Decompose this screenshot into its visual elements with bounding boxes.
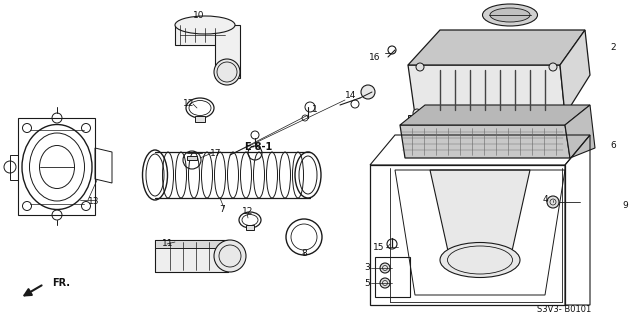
Circle shape <box>416 63 424 71</box>
Polygon shape <box>430 170 530 260</box>
Text: 13: 13 <box>88 197 99 206</box>
Ellipse shape <box>490 8 530 22</box>
Text: E-8-1: E-8-1 <box>244 142 272 152</box>
Circle shape <box>214 59 240 85</box>
Polygon shape <box>560 30 590 115</box>
Circle shape <box>361 85 375 99</box>
Polygon shape <box>400 105 590 125</box>
Polygon shape <box>215 25 240 78</box>
Circle shape <box>554 109 562 117</box>
Circle shape <box>214 240 246 272</box>
Text: 6: 6 <box>610 140 616 150</box>
Text: 14: 14 <box>346 91 356 100</box>
Text: 12: 12 <box>243 207 253 217</box>
Polygon shape <box>400 125 570 158</box>
Text: 4: 4 <box>542 196 548 204</box>
Text: 11: 11 <box>162 240 173 249</box>
Ellipse shape <box>175 16 235 34</box>
Text: 9: 9 <box>622 201 628 210</box>
Polygon shape <box>408 30 585 65</box>
Text: 10: 10 <box>193 11 205 19</box>
Bar <box>246 225 254 230</box>
Text: 3: 3 <box>364 263 370 272</box>
Ellipse shape <box>483 4 538 26</box>
Text: FR.: FR. <box>52 278 70 288</box>
Polygon shape <box>565 105 595 158</box>
Polygon shape <box>155 240 228 272</box>
Polygon shape <box>175 25 235 45</box>
Text: 16: 16 <box>369 53 380 62</box>
Text: 2: 2 <box>610 43 616 53</box>
Text: S3V3- B0101: S3V3- B0101 <box>537 305 591 314</box>
Polygon shape <box>408 65 565 115</box>
Circle shape <box>413 109 421 117</box>
Bar <box>187 156 197 160</box>
Text: 12: 12 <box>182 100 194 108</box>
Text: 7: 7 <box>219 205 225 214</box>
Bar <box>195 116 205 122</box>
Polygon shape <box>155 240 228 248</box>
Circle shape <box>380 278 390 288</box>
Text: 5: 5 <box>364 278 370 287</box>
Text: 1: 1 <box>312 106 317 115</box>
Text: 15: 15 <box>372 243 384 253</box>
Circle shape <box>549 63 557 71</box>
Bar <box>375 257 410 297</box>
Polygon shape <box>408 115 430 125</box>
Text: 17: 17 <box>210 149 221 158</box>
Ellipse shape <box>440 242 520 278</box>
Text: 8: 8 <box>301 249 307 258</box>
Circle shape <box>547 196 559 208</box>
Circle shape <box>380 263 390 273</box>
